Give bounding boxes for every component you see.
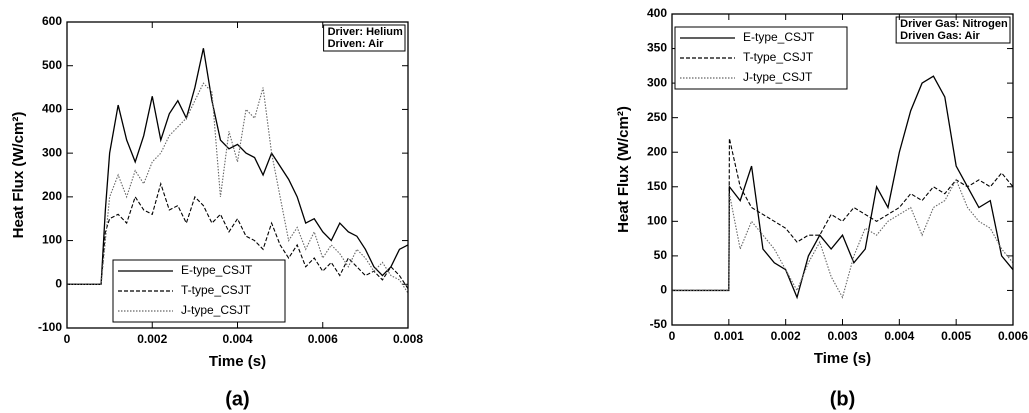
annotation: Driver: Helium (328, 26, 403, 38)
series-line (672, 138, 1013, 291)
y-tick-label: 200 (647, 144, 667, 158)
x-tick-label: 0.005 (941, 329, 971, 343)
y-axis-title: Heat Flux (W/cm²) (10, 112, 27, 239)
x-tick-label: 0.001 (714, 329, 744, 343)
series-line (67, 82, 408, 294)
legend-label: E-type_CSJT (181, 263, 253, 277)
x-tick-label: 0 (64, 332, 71, 346)
annotation: Driven Gas: Air (900, 30, 980, 42)
x-tick-label: 0.002 (137, 332, 167, 346)
x-tick-label: 0.006 (308, 332, 338, 346)
series-line (672, 178, 1013, 299)
y-tick-label: -50 (650, 317, 668, 331)
y-tick-label: 250 (647, 110, 667, 124)
x-axis-title: Time (s) (209, 353, 266, 370)
annotation-box (323, 24, 406, 52)
y-tick-label: 400 (42, 102, 62, 116)
legend-label: E-type_CSJT (743, 30, 815, 44)
legend-label: T-type_CSJT (181, 283, 252, 297)
caption: (b) (830, 388, 856, 410)
y-tick-label: 600 (42, 14, 62, 28)
y-tick-label: 400 (647, 6, 667, 20)
y-tick-label: 350 (647, 41, 667, 55)
y-tick-label: 0 (55, 276, 62, 290)
series-line (672, 75, 1013, 300)
x-tick-label: 0.003 (827, 329, 857, 343)
y-tick-label: 0 (660, 283, 667, 297)
x-tick-label: 0.004 (884, 329, 914, 343)
x-tick-label: 0.002 (771, 329, 801, 343)
plot-frame (671, 13, 1014, 326)
y-tick-label: 100 (647, 214, 667, 228)
annotation: Driver Gas: Nitrogen (900, 18, 1008, 30)
x-axis-title: Time (s) (814, 350, 871, 367)
x-tick-label: 0 (669, 329, 676, 343)
caption: (a) (225, 388, 249, 410)
legend-label: T-type_CSJT (743, 50, 814, 64)
plot-frame (66, 21, 409, 329)
y-tick-label: 300 (42, 145, 62, 159)
x-tick-label: 0.004 (222, 332, 252, 346)
legend-label: J-type_CSJT (743, 70, 813, 84)
annotation-box (895, 16, 1011, 44)
y-tick-label: 50 (654, 248, 668, 262)
y-tick-label: 150 (647, 179, 667, 193)
y-axis-title: Heat Flux (W/cm²) (615, 106, 632, 233)
annotation: Driven: Air (328, 38, 385, 50)
y-tick-label: 200 (42, 189, 62, 203)
legend-label: J-type_CSJT (181, 303, 251, 317)
legend-box (674, 26, 848, 90)
legend-box (112, 259, 286, 323)
series-line (67, 181, 408, 289)
y-tick-label: 500 (42, 58, 62, 72)
y-tick-label: -100 (38, 320, 62, 334)
series-line (67, 48, 408, 285)
y-tick-label: 300 (647, 75, 667, 89)
y-tick-label: 100 (42, 233, 62, 247)
x-tick-label: 0.006 (998, 329, 1028, 343)
x-tick-label: 0.008 (393, 332, 423, 346)
